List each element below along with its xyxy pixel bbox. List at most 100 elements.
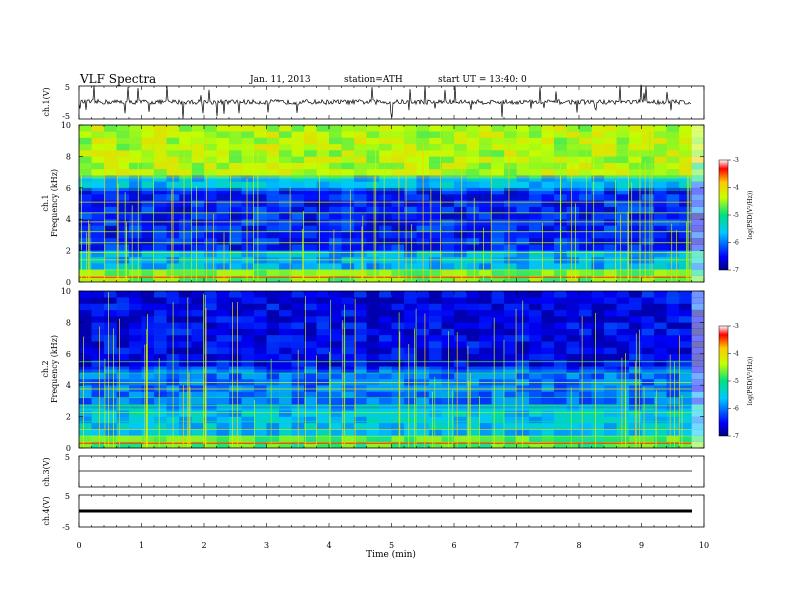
- spectrogram-cell: [204, 181, 217, 189]
- spectrogram-cell: [354, 225, 367, 233]
- spectrogram-cell: [566, 385, 580, 392]
- spectrogram-cell: [179, 366, 192, 373]
- spectrogram-cell: [179, 150, 192, 157]
- spectrogram-cell: [541, 341, 555, 348]
- spectrogram-cell: [266, 219, 280, 226]
- spectrogram-cell: [429, 187, 442, 195]
- spectrogram-cell: [441, 263, 455, 270]
- spectrogram-cell: [679, 181, 692, 189]
- spectrogram-cell: [254, 316, 267, 323]
- spectrogram-cell: [404, 341, 417, 348]
- spectrogram-cell: [691, 303, 705, 311]
- spectrogram-cell: [179, 410, 192, 417]
- spectrogram-cell: [354, 422, 367, 430]
- spectrogram-cell: [129, 187, 142, 195]
- spectrogram-cell: [191, 219, 205, 226]
- spectrogram-cell: [579, 303, 592, 311]
- spectrogram-cell: [504, 275, 517, 283]
- spectrogram-cell: [116, 360, 130, 367]
- spectrogram-cell: [166, 150, 180, 157]
- spectrogram-cell: [366, 385, 380, 392]
- spectrogram-cell: [566, 347, 580, 355]
- spectrogram-cell: [229, 194, 242, 201]
- spectrogram-cell: [216, 441, 230, 449]
- spectrogram-cell: [466, 212, 480, 220]
- spectrogram-cell: [579, 429, 592, 436]
- spectrogram-cell: [216, 334, 230, 342]
- ch2-spectrogram-ylabel-frequency: Frequency (kHz): [50, 335, 59, 403]
- spectrogram-cell: [204, 125, 217, 132]
- spectrogram-cell: [616, 328, 630, 336]
- spectrogram-cell: [191, 143, 205, 151]
- spectrogram-cell: [516, 194, 530, 201]
- spectrogram-cell: [616, 372, 630, 380]
- spectrogram-cell: [366, 200, 380, 207]
- spectrogram-cell: [79, 125, 92, 132]
- spectrogram-cell: [104, 441, 117, 449]
- spectrogram-cell: [279, 291, 292, 298]
- spectrogram-cell: [379, 263, 392, 270]
- spectrogram-cell: [654, 206, 667, 214]
- spectrogram-cell: [341, 360, 355, 367]
- spectrogram-cell: [266, 334, 280, 342]
- spectrogram-cell: [691, 322, 705, 329]
- spectrogram-cell: [179, 156, 192, 163]
- spectrogram-cell: [391, 250, 405, 258]
- spectrogram-cell: [491, 238, 505, 245]
- spectrogram-cell: [566, 238, 580, 245]
- spectrogram-cell: [179, 131, 192, 138]
- spectrogram-cell: [141, 225, 155, 233]
- spectrogram-cell: [329, 131, 342, 138]
- x-tick-label: 2: [201, 541, 206, 550]
- spectrogram-cell: [654, 231, 667, 239]
- spectrogram-cell: [641, 416, 655, 424]
- spectrogram-cell: [466, 385, 480, 392]
- spectrogram-cell: [329, 231, 342, 239]
- spectrogram-cell: [691, 309, 705, 317]
- spectrogram-cell: [479, 212, 492, 220]
- spectrogram-cell: [579, 263, 592, 270]
- spectrogram-cell: [154, 397, 167, 405]
- spectrogram-cell: [604, 328, 617, 336]
- spectrogram-cell: [79, 275, 92, 283]
- spectrogram-cell: [541, 238, 555, 245]
- spectrogram-cell: [191, 429, 205, 436]
- spectrogram-cell: [366, 353, 380, 361]
- spectrogram-cell: [541, 422, 555, 430]
- spectrogram-cell: [616, 410, 630, 417]
- spectrogram-cell: [366, 316, 380, 323]
- spectrogram-cell: [291, 316, 305, 323]
- y-tick-label: 8: [66, 318, 71, 327]
- spectrogram-cell: [116, 219, 130, 226]
- spectrogram-cell: [604, 429, 617, 436]
- spectrogram-cell: [491, 137, 505, 145]
- spectrogram-cell: [129, 181, 142, 189]
- spectrogram-cell: [629, 150, 642, 157]
- spectrogram-cell: [366, 429, 380, 436]
- spectrogram-cell: [529, 131, 542, 138]
- spectrogram-cell: [666, 143, 680, 151]
- spectrogram-cell: [241, 372, 255, 380]
- spectrogram-cell: [116, 250, 130, 258]
- spectrogram-cell: [266, 316, 280, 323]
- spectrogram-cell: [679, 347, 692, 355]
- spectrogram-cell: [279, 187, 292, 195]
- ch2-colorbar: -3-4-5-6-7 log(PSD(V²/Hz)): [718, 323, 754, 440]
- spectrogram-cell: [316, 328, 330, 336]
- spectrogram-cell: [116, 441, 130, 449]
- spectrogram-cell: [191, 328, 205, 336]
- spectrogram-cell: [504, 206, 517, 214]
- spectrogram-cell: [216, 194, 230, 201]
- spectrogram-cell: [491, 429, 505, 436]
- spectrogram-cell: [366, 334, 380, 342]
- spectrogram-cell: [654, 244, 667, 251]
- spectrogram-cell: [679, 250, 692, 258]
- spectrogram-cell: [604, 219, 617, 226]
- spectrogram-cell: [154, 137, 167, 145]
- spectrogram-cell: [279, 360, 292, 367]
- spectrogram-cell: [179, 341, 192, 348]
- spectrogram-cell: [341, 309, 355, 317]
- spectrogram-cell: [691, 429, 705, 436]
- spectrogram-cell: [316, 303, 330, 311]
- spectrogram-cell: [604, 175, 617, 182]
